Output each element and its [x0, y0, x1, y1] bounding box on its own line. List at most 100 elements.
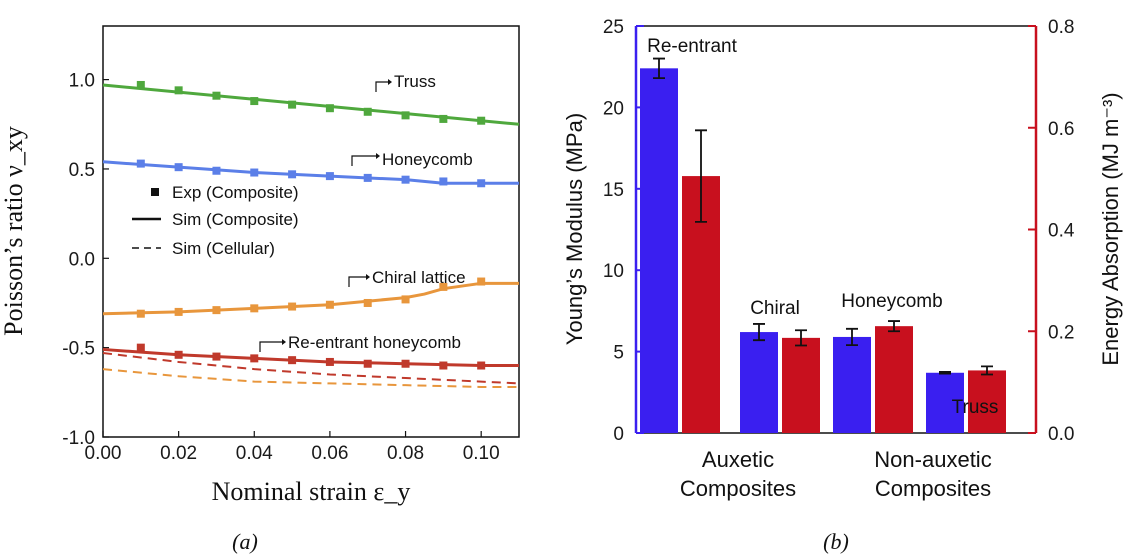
- panel-a-x-axis-label: Nominal strain ε_y: [212, 477, 411, 506]
- honeycomb-exp-point: [439, 177, 448, 186]
- panel-a-legend: Exp (Composite) Sim (Composite) Sim (Cel…: [132, 183, 299, 258]
- re-entrant-honeycomb-exp-point: [439, 361, 448, 370]
- youngs-modulus-error-bar: [939, 371, 951, 375]
- panel-a-plot-frame: [102, 25, 520, 438]
- energy-absorption-error-bar: [695, 129, 707, 223]
- honeycomb-exp-point: [325, 172, 334, 181]
- honeycomb-exp-point: [401, 175, 410, 184]
- truss-exp-point: [212, 91, 221, 100]
- y-tick-label: 1.0: [69, 71, 95, 92]
- panel-b-bar-chart: 0 5 10 15 20 25 0.0 0.2 0.4 0.6 0.8 Re-entrant Chir…: [562, 17, 1123, 554]
- honeycomb-exp-point: [363, 173, 372, 182]
- truss-exp-point: [250, 97, 259, 106]
- chiral-lattice-sim-composite-line: [102, 281, 519, 316]
- energy-absorption-bar: [875, 326, 913, 433]
- left-y-tick-label: 10: [603, 261, 624, 282]
- truss-exp-point: [401, 111, 410, 120]
- re-entrant-honeycomb-exp-point: [363, 359, 372, 368]
- right-y-tick-label: 0.8: [1048, 17, 1074, 38]
- chiral-lattice-exp-point: [477, 277, 486, 286]
- energy-absorption-error-bar: [795, 329, 807, 347]
- x-group-label-line1: Auxetic: [702, 447, 774, 472]
- chiral-lattice-exp-point: [250, 304, 259, 313]
- right-y-tick-label: 0.0: [1048, 424, 1074, 445]
- right-y-tick-label: 0.2: [1048, 322, 1074, 343]
- x-tick-label: 0.06: [311, 443, 348, 464]
- youngs-modulus-bar: [740, 332, 778, 433]
- energy-absorption-error-bar: [888, 320, 900, 333]
- chiral-lattice-exp-point: [136, 309, 145, 318]
- annotation-arrowhead: [388, 79, 392, 85]
- truss-sim-composite-line: [102, 83, 520, 126]
- annotation-arrowhead: [376, 153, 380, 159]
- chiral-lattice-exp-point: [363, 298, 372, 307]
- chiral-lattice-exp-point: [439, 282, 448, 291]
- bar-group-label: Re-entrant: [647, 36, 737, 57]
- energy-absorption-bar: [968, 370, 1006, 433]
- chiral-lattice-exp-point: [174, 307, 183, 316]
- truss-exp-point: [325, 104, 334, 113]
- right-y-tick-label: 0.4: [1048, 221, 1075, 242]
- truss-exp-point: [363, 107, 372, 116]
- annotation-label: Truss: [394, 72, 436, 91]
- energy-absorption-bar: [782, 337, 820, 433]
- re-entrant-honeycomb-exp-point: [212, 352, 221, 361]
- truss-exp-point: [288, 100, 297, 109]
- left-y-tick-label: 5: [613, 343, 624, 364]
- annotation-arrowhead: [366, 274, 370, 280]
- chiral-lattice-exp-point: [212, 306, 221, 315]
- chiral-lattice-exp-point: [401, 295, 410, 304]
- bar-group-label: Chiral: [750, 298, 800, 319]
- x-tick-label: 0.10: [463, 443, 500, 464]
- youngs-modulus-bar: [640, 68, 678, 433]
- truss-exp-point: [439, 114, 448, 123]
- honeycomb-exp-point: [250, 168, 259, 177]
- energy-absorption-error-bar: [981, 365, 993, 376]
- honeycomb-exp-point: [174, 163, 183, 172]
- re-entrant-honeycomb-exp-point: [174, 350, 183, 359]
- right-y-tick-label: 0.6: [1048, 119, 1074, 140]
- legend-sim-composite-label: Sim (Composite): [172, 210, 299, 229]
- annotation-arrowhead: [282, 339, 286, 345]
- bar-group-label: Truss: [952, 397, 999, 418]
- panel-a-line-chart: 0.00 0.02 0.04 0.06 0.08 0.10 -1.0 -0.5 0.0 0.5 1.…: [0, 25, 520, 554]
- chiral-lattice-sim-cellular-line: [102, 368, 519, 388]
- re-entrant-honeycomb-exp-point: [136, 343, 145, 352]
- re-entrant-honeycomb-exp-point: [288, 356, 297, 365]
- bar-group-label: Honeycomb: [841, 291, 942, 312]
- left-y-tick-label: 25: [603, 17, 624, 38]
- honeycomb-exp-point: [477, 179, 486, 188]
- honeycomb-exp-point: [288, 170, 297, 179]
- re-entrant-honeycomb-exp-point: [325, 357, 334, 366]
- x-tick-label: 0.00: [85, 443, 122, 464]
- truss-exp-point: [136, 80, 145, 89]
- y-tick-label: 0.0: [69, 249, 95, 270]
- x-tick-label: 0.02: [160, 443, 197, 464]
- chiral-lattice-exp-point: [325, 300, 334, 309]
- re-entrant-honeycomb-exp-point: [250, 354, 259, 363]
- y-tick-label: -0.5: [62, 339, 95, 360]
- legend-exp-label: Exp (Composite): [172, 183, 299, 202]
- panel-a-y-axis-label: Poisson’s ratio ν_xy: [0, 126, 28, 336]
- annotation-label: Re-entrant honeycomb: [288, 333, 461, 352]
- chiral-lattice-exp-point: [288, 302, 297, 311]
- x-tick-label: 0.04: [236, 443, 273, 464]
- panel-b-left-axis-label: Young’s Modulus (MPa): [562, 113, 587, 345]
- truss-exp-point: [477, 116, 486, 125]
- honeycomb-exp-point: [212, 166, 221, 175]
- left-y-tick-label: 20: [603, 98, 624, 119]
- legend-sim-cellular-label: Sim (Cellular): [172, 239, 275, 258]
- youngs-modulus-bar: [926, 372, 964, 433]
- x-group-label-line2: Composites: [875, 476, 991, 501]
- re-entrant-honeycomb-exp-point: [401, 359, 410, 368]
- caption-a: (a): [232, 529, 258, 554]
- annotation-arrow: [351, 155, 376, 166]
- youngs-modulus-error-bar: [753, 323, 765, 342]
- left-y-tick-label: 15: [603, 180, 624, 201]
- y-tick-label: -1.0: [62, 428, 95, 449]
- x-tick-label: 0.08: [387, 443, 424, 464]
- panel-b-right-axis-label: Energy Absorption (MJ m⁻³): [1098, 92, 1123, 365]
- caption-b: (b): [823, 529, 849, 554]
- left-y-tick-label: 0: [613, 424, 624, 445]
- legend-exp-marker: [151, 188, 159, 196]
